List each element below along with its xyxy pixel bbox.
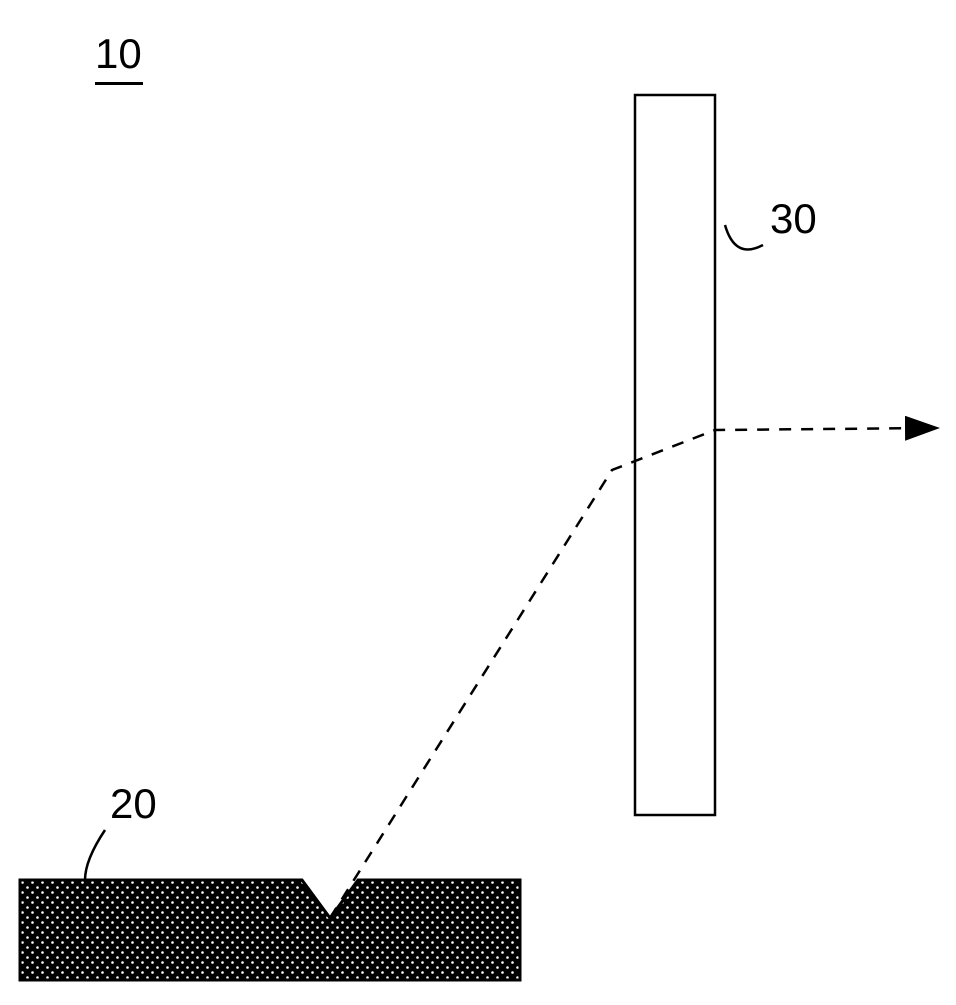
- figure-number-underline: [95, 82, 143, 85]
- figure-number-label: 10: [95, 30, 142, 78]
- diagram-svg: [0, 0, 956, 1000]
- leader-line-30: [725, 225, 763, 250]
- dashed-trajectory: [330, 428, 935, 918]
- column-reference-label: 30: [770, 195, 817, 243]
- base-block: [20, 880, 520, 980]
- column-block: [635, 95, 715, 815]
- base-reference-label: 20: [110, 780, 157, 828]
- leader-line-20: [85, 830, 105, 880]
- technical-diagram: 10 20 30: [0, 0, 956, 1000]
